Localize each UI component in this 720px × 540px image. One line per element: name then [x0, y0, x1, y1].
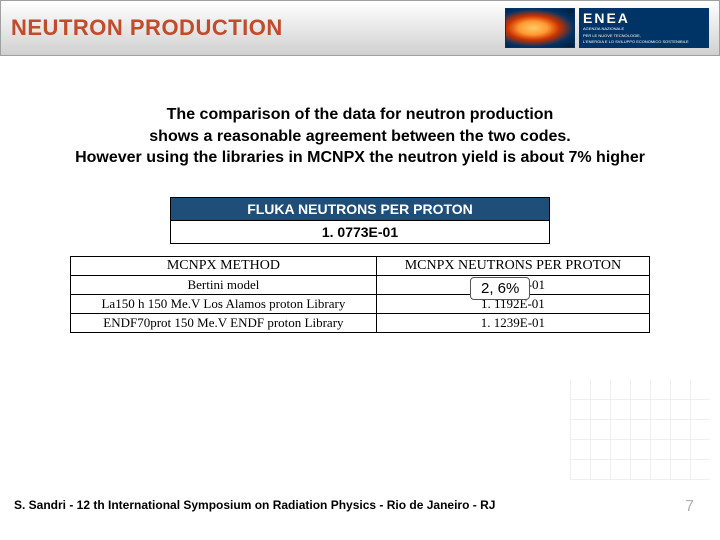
body-text: The comparison of the data for neutron p…: [0, 104, 720, 169]
table-header-row: MCNPX METHOD MCNPX NEUTRONS PER PROTON: [71, 256, 650, 275]
body-line-1: The comparison of the data for neutron p…: [20, 104, 700, 126]
logo-flare-graphic: [505, 8, 575, 48]
header-bar: NEUTRON PRODUCTION ENEA AGENZIA NAZIONAL…: [0, 0, 720, 56]
table-row: La150 h 150 Me.V Los Alamos proton Libra…: [71, 294, 650, 313]
logo-text-block: ENEA AGENZIA NAZIONALE PER LE NUOVE TECN…: [579, 8, 709, 48]
logo-area: ENEA AGENZIA NAZIONALE PER LE NUOVE TECN…: [505, 1, 709, 55]
mcnpx-col1-header: MCNPX METHOD: [71, 256, 377, 275]
fluka-header: FLUKA NEUTRONS PER PROTON: [170, 197, 550, 220]
fluka-value: 1. 0773E-01: [170, 220, 550, 244]
body-line-3: However using the libraries in MCNPX the…: [20, 147, 700, 169]
mcnpx-method-1: La150 h 150 Me.V Los Alamos proton Libra…: [71, 294, 377, 313]
body-line-2: shows a reasonable agreement between the…: [20, 126, 700, 148]
percent-callout: 2, 6%: [470, 277, 530, 300]
page-number: 7: [685, 498, 694, 516]
table-row: ENDF70prot 150 Me.V ENDF proton Library …: [71, 313, 650, 332]
mcnpx-table: MCNPX METHOD MCNPX NEUTRONS PER PROTON B…: [70, 256, 650, 333]
logo-main-text: ENEA: [583, 11, 630, 25]
footer-text: S. Sandri - 12 th International Symposiu…: [14, 498, 495, 512]
logo-sub2: PER LE NUOVE TECNOLOGIE,: [583, 34, 641, 38]
fluka-block: FLUKA NEUTRONS PER PROTON 1. 0773E-01: [170, 197, 550, 244]
mcnpx-col2-header: MCNPX NEUTRONS PER PROTON: [376, 256, 649, 275]
logo-sub3: L'ENERGIA E LO SVILUPPO ECONOMICO SOSTEN…: [583, 40, 689, 44]
mcnpx-value-2: 1. 1239E-01: [376, 313, 649, 332]
page-title: NEUTRON PRODUCTION: [11, 15, 283, 41]
table-row: Bertini model 1. 0485E-01: [71, 275, 650, 294]
watermark-grid: [570, 380, 710, 480]
logo-sub1: AGENZIA NAZIONALE: [583, 27, 624, 31]
mcnpx-method-0: Bertini model: [71, 275, 377, 294]
mcnpx-method-2: ENDF70prot 150 Me.V ENDF proton Library: [71, 313, 377, 332]
